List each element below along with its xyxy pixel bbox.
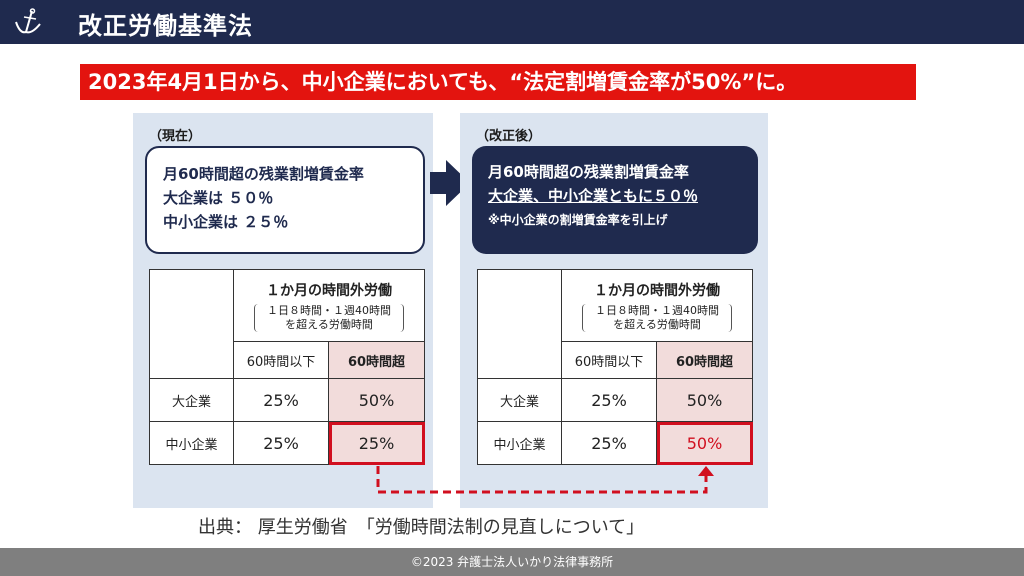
rate-cell: 25% <box>233 378 329 422</box>
current-panel: （現在） 月60時間超の残業割増賃金率 大企業は ５０％ 中小企業は ２５％ １… <box>133 113 433 508</box>
highlighted-rate-cell: 25% <box>328 421 425 465</box>
rate-cell: 25% <box>561 421 657 465</box>
row-label: 中小企業 <box>149 421 234 465</box>
table-header-sub: １日８時間・１週40時間 を超える労働時間 <box>254 303 404 332</box>
right-arrow-icon <box>430 160 470 206</box>
current-rule-line: 大企業は ５０％ <box>163 189 274 207</box>
row-label: 大企業 <box>149 378 234 422</box>
table-row: 中小企業 25% 50% <box>477 421 753 465</box>
current-rule-line: 中小企業は ２５％ <box>163 213 289 231</box>
table-header-sub: １日８時間・１週40時間 を超える労働時間 <box>582 303 732 332</box>
current-rule-box: 月60時間超の残業割増賃金率 大企業は ５０％ 中小企業は ２５％ <box>145 146 425 254</box>
rate-cell: 50% <box>656 378 753 422</box>
dashed-connector-arrow <box>376 466 714 494</box>
table-header-title: １か月の時間外労働 <box>266 282 392 299</box>
anchor-icon <box>15 8 41 34</box>
page-title: 改正労働基準法 <box>78 12 253 40</box>
rate-cell: 25% <box>561 378 657 422</box>
revised-rule-note: ※中小企業の割増賃金率を引上げ <box>488 213 668 227</box>
rate-cell: 50% <box>328 378 425 422</box>
current-rate-table: １か月の時間外労働 １日８時間・１週40時間 を超える労働時間 60時間以下 6… <box>149 269 425 465</box>
col-header-under-60: 60時間以下 <box>561 341 657 379</box>
headline-banner: 2023年4月1日から、中小企業においても、“法定割増賃金率が50%”に。 <box>80 64 916 100</box>
table-header-sub-line: を超える労働時間 <box>613 317 701 331</box>
highlighted-rate-cell: 50% <box>656 421 753 465</box>
table-header-sub-line: を超える労働時間 <box>285 317 373 331</box>
table-corner-cell <box>477 269 562 379</box>
table-header-sub-line: １日８時間・１週40時間 <box>595 303 719 317</box>
table-row: 大企業 25% 50% <box>477 378 753 422</box>
current-rule-line: 月60時間超の残業割増賃金率 <box>163 165 364 183</box>
revised-rule-line: 月60時間超の残業割増賃金率 <box>488 163 689 181</box>
table-row: 中小企業 25% 25% <box>149 421 425 465</box>
current-label: （現在） <box>149 129 202 144</box>
revised-rule-box: 月60時間超の残業割増賃金率 大企業、中小企業ともに５０％ ※中小企業の割増賃金… <box>472 146 758 254</box>
table-header: １か月の時間外労働 １日８時間・１週40時間 を超える労働時間 <box>561 269 753 342</box>
footer-copyright: ©2023 弁護士法人いかり法律事務所 <box>0 548 1024 576</box>
row-label: 中小企業 <box>477 421 562 465</box>
header-bar: 改正労働基準法 <box>0 0 1024 44</box>
row-label: 大企業 <box>477 378 562 422</box>
table-header: １か月の時間外労働 １日８時間・１週40時間 を超える労働時間 <box>233 269 425 342</box>
col-header-over-60: 60時間超 <box>328 341 425 379</box>
revised-rate-table: １か月の時間外労働 １日８時間・１週40時間 を超える労働時間 60時間以下 6… <box>477 269 753 465</box>
table-corner-cell <box>149 269 234 379</box>
table-header-title: １か月の時間外労働 <box>594 282 720 299</box>
col-header-over-60: 60時間超 <box>656 341 753 379</box>
rate-cell: 25% <box>233 421 329 465</box>
revised-rule-line: 大企業、中小企業ともに５０％ <box>488 187 699 205</box>
source-citation: 出典： 厚生労働省 「労働時間法制の見直しについて」 <box>198 517 645 538</box>
revised-panel: （改正後） 月60時間超の残業割増賃金率 大企業、中小企業ともに５０％ ※中小企… <box>460 113 768 508</box>
revised-label: （改正後） <box>476 129 542 144</box>
table-row: 大企業 25% 50% <box>149 378 425 422</box>
col-header-under-60: 60時間以下 <box>233 341 329 379</box>
table-header-sub-line: １日８時間・１週40時間 <box>267 303 391 317</box>
